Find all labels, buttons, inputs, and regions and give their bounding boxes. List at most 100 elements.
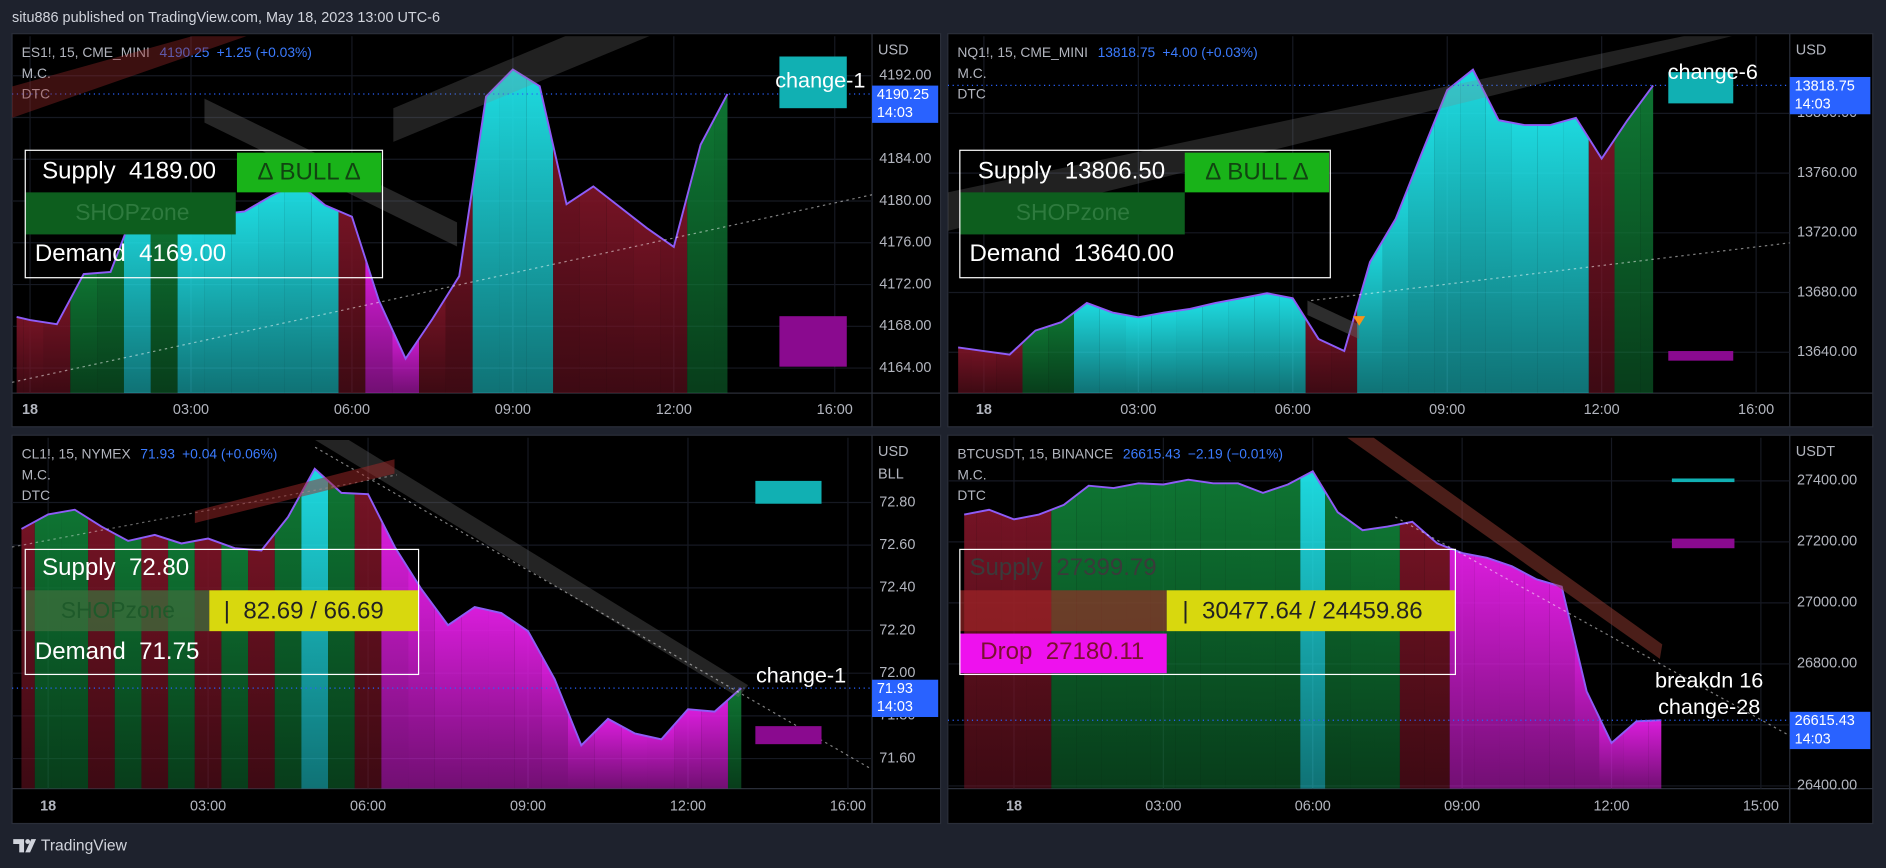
price-tag-countdown: 14:03 [877,699,913,715]
drawings: Supply 27399.79 | 30477.64 / 24459.86 Dr… [959,437,1790,737]
price-tag [1789,76,1871,115]
change: +4.00 (+0.03%) [1162,44,1257,60]
x-tick-label: 06:00 [334,402,370,418]
y-tick-label: 4172.00 [879,276,931,292]
y-tick-label: 27200.00 [1797,534,1857,550]
x-tick-label: 16:00 [817,402,853,418]
color-band [1485,94,1512,394]
trend-line [1310,242,1790,302]
signal-bg [236,152,382,193]
color-band [526,77,554,394]
color-band [1331,306,1358,394]
y-tick-label: 72.20 [879,622,915,638]
color-band [996,342,1023,394]
x-tick-label: 09:00 [495,402,531,418]
color-band [1499,562,1525,789]
price: 26615.43 [1123,445,1181,461]
color-band [61,509,89,789]
color-band [1073,302,1100,394]
color-band [1099,307,1126,394]
color-band [594,718,622,789]
unit: BLL [878,467,904,483]
plot-area [947,36,1790,394]
price-line [964,470,1662,745]
channel [947,36,1733,231]
color-band [1537,121,1564,394]
color-band [647,724,675,789]
indicator: DTC [22,86,50,102]
supply: Supply 27399.79 [969,554,1156,581]
color-band [1254,293,1280,394]
y-tick-label: 4168.00 [879,318,931,334]
color-band [1524,572,1550,789]
price: 4190.25 [160,44,210,60]
plot-area [12,36,873,394]
y-tick-label: 26400.00 [1797,778,1857,794]
color-band [1382,186,1409,394]
color-band [23,318,44,394]
supply: Supply 13806.50 [978,157,1165,184]
color-band [16,316,24,394]
color-band [43,299,71,394]
note: breakdn 16 [1655,667,1763,692]
y-tick-label: 72.80 [879,494,915,510]
color-band [1176,305,1203,394]
color-band [328,480,355,789]
symbol: CL1!, 15, NYMEX [22,445,131,461]
x-tick-label: 18 [40,799,56,815]
brand: TradingView [41,837,128,854]
x-tick-label: 03:00 [1120,402,1156,418]
change: −2.19 (−0.01%) [1188,445,1283,461]
color-band [553,145,580,394]
color-band [1511,122,1538,394]
symbol: ES1!, 15, CME_MINI [22,44,150,60]
price-line [16,68,729,361]
color-band [1640,85,1654,394]
color-band [701,699,728,789]
symbol: NQ1!, 15, CME_MINI [957,44,1088,60]
zone-bg [25,192,236,235]
color-band [727,688,742,789]
signal: ∆ BULL ∆ [1206,158,1308,185]
logo-dot [25,839,31,844]
color-band [445,186,473,394]
publish-info: situ886 published on TradingView.com, Ma… [12,10,440,26]
marker-box [779,316,847,367]
logo [13,839,37,853]
color-band [1175,479,1201,789]
indicator: M.C. [957,467,986,483]
x-tick-label: 18 [1006,799,1022,815]
channel [12,36,247,118]
range: | 82.69 / 66.69 [224,597,384,624]
color-band [579,186,607,394]
color-band [1200,481,1226,789]
x-tick-label: 12:00 [1584,402,1620,418]
info-box [24,149,384,279]
price-tag-value: 13818.75 [1795,78,1855,94]
currency: USD [878,42,908,58]
price: 71.93 [140,445,175,461]
color-band [1228,295,1255,394]
x-tick-label: 16:00 [830,799,866,815]
trend-line [12,194,873,383]
color-band [606,196,634,394]
supply: Supply 4189.00 [42,157,216,184]
color-band [1279,295,1306,394]
color-band [714,94,728,394]
color-band [1588,138,1615,394]
indicator: M.C. [22,65,51,81]
y-tick-label: 27400.00 [1797,473,1857,489]
zone: SHOPzone [1016,199,1130,225]
x-tick-label: 12:00 [1593,799,1629,815]
color-band [1648,720,1662,789]
color-band [97,237,124,394]
y-tick-label: 71.60 [879,750,915,766]
price-line [958,68,1654,356]
color-band [674,709,702,789]
drawings: Supply 72.80 SHOPzone | 82.69 / 66.69 De… [12,440,873,770]
indicator: DTC [957,487,985,503]
color-band [258,189,285,394]
info-box [959,149,1331,279]
